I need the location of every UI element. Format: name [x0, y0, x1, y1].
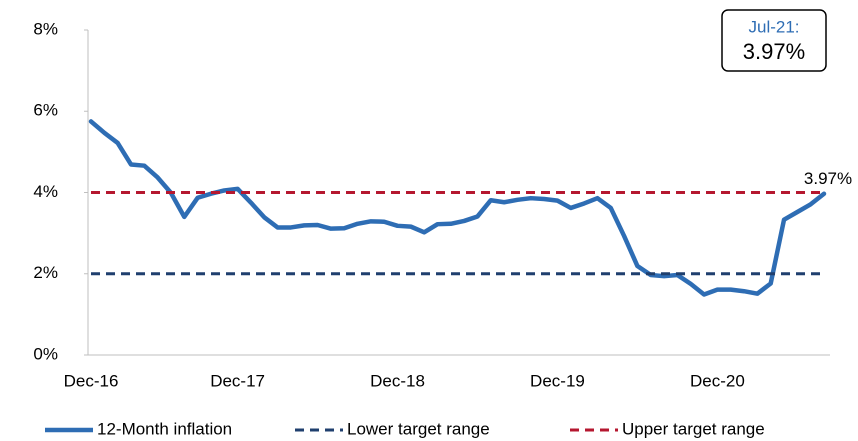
x-tick-label: Dec-18: [370, 371, 425, 390]
y-tick-label: 2%: [33, 263, 58, 282]
x-tick-label: Dec-16: [64, 371, 119, 390]
series-line: [88, 119, 827, 297]
y-tick-label: 8%: [33, 19, 58, 38]
data-label: 3.97%: [804, 169, 852, 188]
legend-label: Lower target range: [347, 419, 490, 438]
y-tick-label: 0%: [33, 344, 58, 363]
legend-label: 12-Month inflation: [97, 419, 232, 438]
legend-label: Upper target range: [622, 419, 765, 438]
x-tick-label: Dec-19: [530, 371, 585, 390]
callout-box: [721, 9, 827, 72]
x-tick-label: Dec-20: [690, 371, 745, 390]
callout-title: Jul-21:: [748, 17, 799, 36]
callout-value: 3.97%: [743, 39, 805, 64]
y-tick-label: 4%: [33, 182, 58, 201]
x-tick-label: Dec-17: [210, 371, 265, 390]
y-tick-label: 6%: [33, 101, 58, 120]
